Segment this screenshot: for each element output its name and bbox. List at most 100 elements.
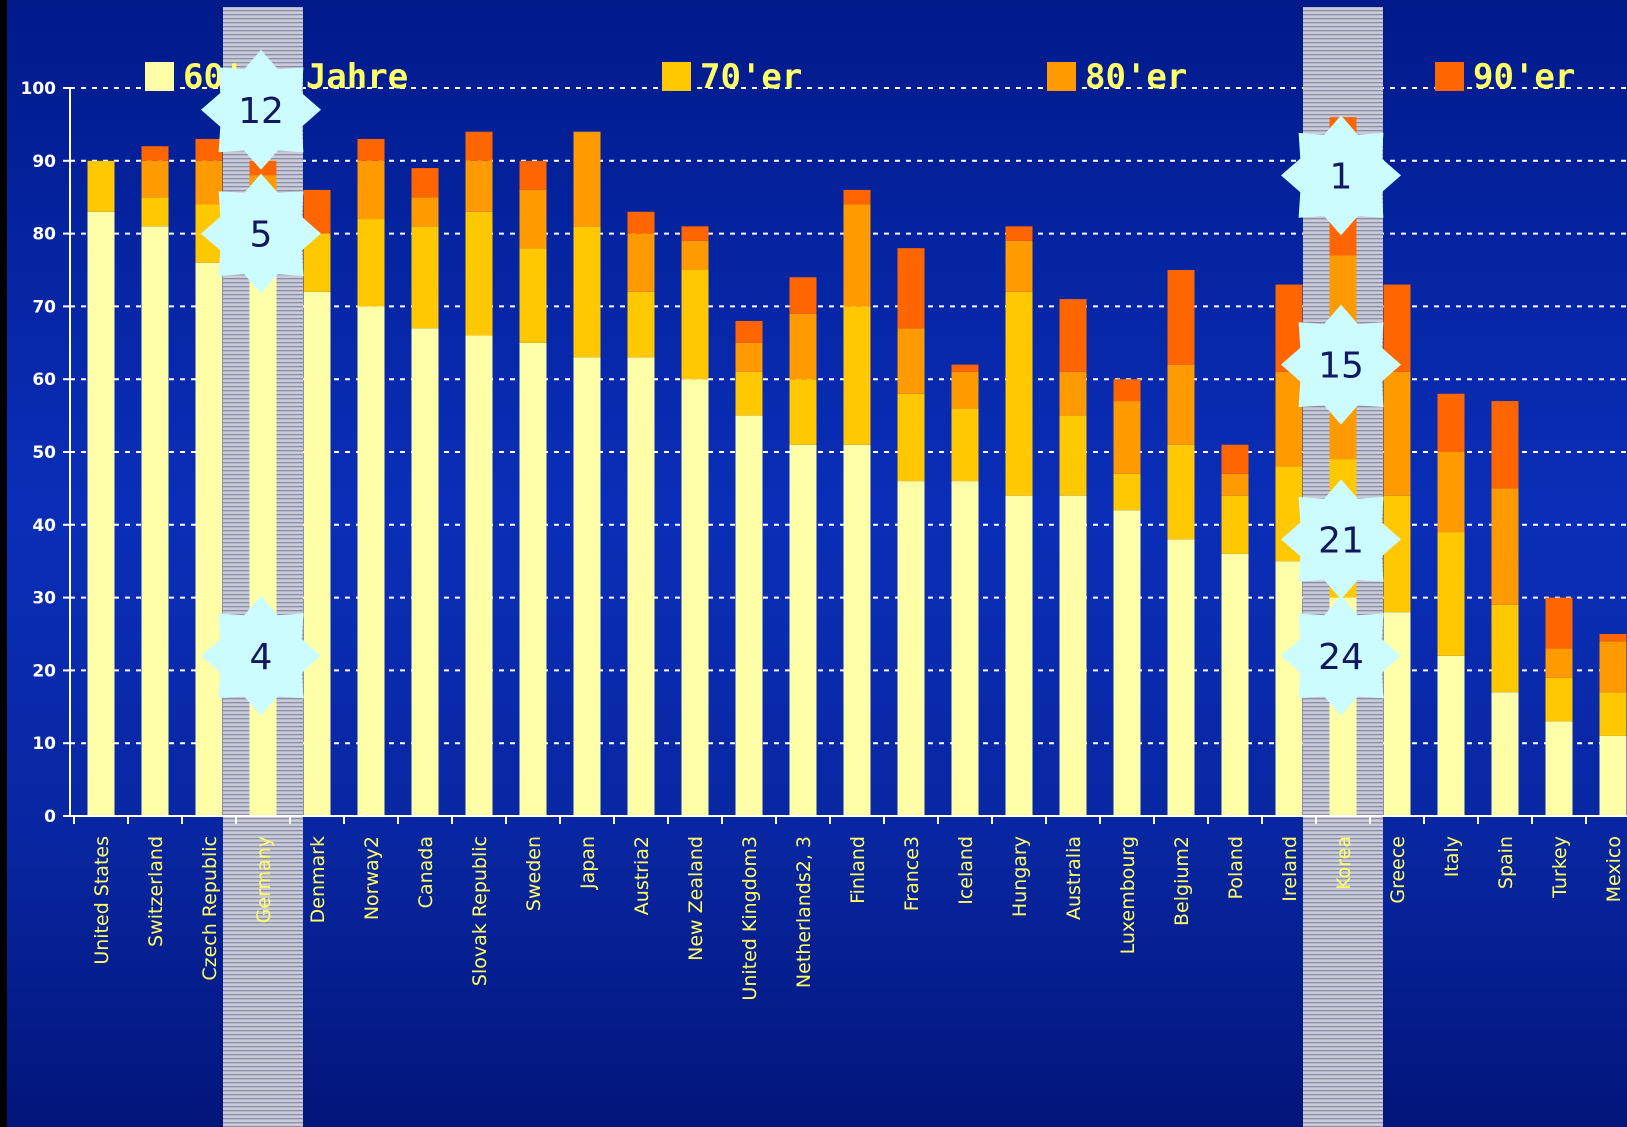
rank-badge-star: [1281, 304, 1401, 425]
x-tick-label-hungary: Hungary: [1009, 836, 1031, 917]
bar-3-united-kingdom3: [735, 342, 763, 372]
x-tick-label-switzerland: Switzerland: [145, 836, 167, 947]
bar-3-czech-republic: [195, 160, 223, 205]
bar-2-new-zealand: [681, 270, 709, 380]
bar-1-belgium2: [1167, 539, 1195, 816]
bar-3-greece: [1383, 371, 1411, 496]
bar-4-belgium2: [1167, 270, 1195, 365]
rank-badge-15: 15: [1281, 304, 1401, 425]
x-tick-label-spain: Spain: [1495, 836, 1517, 889]
bar-3-turkey: [1545, 648, 1573, 678]
bar-2-netherlands2-3: [789, 379, 817, 445]
y-tick-label-40: 40: [32, 516, 56, 536]
bar-3-sweden: [519, 189, 547, 249]
bar-1-iceland: [951, 481, 979, 816]
rank-badge-label: 21: [1318, 520, 1364, 561]
bar-4-united-kingdom3: [735, 320, 763, 343]
bar-4-new-zealand: [681, 226, 709, 241]
rank-badge-5: 5: [201, 173, 321, 294]
x-tick-label-norway2: Norway2: [361, 836, 383, 920]
bar-3-hungary: [1005, 240, 1033, 292]
rank-badge-star: [201, 173, 321, 294]
rank-badge-star: [201, 49, 321, 170]
rank-badge-24: 24: [1281, 595, 1401, 716]
bar-1-italy: [1437, 655, 1465, 816]
bar-1-united-states: [87, 211, 115, 816]
bar-2-italy: [1437, 532, 1465, 656]
bar-1-luxembourg: [1113, 510, 1141, 816]
rank-badge-label: 1: [1330, 156, 1353, 197]
bar-1-norway2: [357, 306, 385, 816]
x-tick-labels: United States Switzerland Czech Republic Ge…: [91, 836, 1625, 1001]
bar-4-netherlands2-3: [789, 277, 817, 314]
rank-badge-4: 4: [201, 595, 321, 716]
bar-2-canada: [411, 226, 439, 329]
rank-badge-label: 12: [238, 91, 284, 132]
x-tick-label-ireland: Ireland: [1279, 836, 1301, 902]
y-tick-label-0: 0: [44, 807, 56, 827]
bar-4-canada: [411, 168, 439, 198]
rank-badge-label: 24: [1318, 637, 1364, 678]
bar-3-canada: [411, 197, 439, 227]
bar-2-australia: [1059, 415, 1087, 496]
bar-1-switzerland: [141, 226, 169, 816]
bar-1-greece: [1383, 612, 1411, 816]
bar-3-france3: [897, 328, 925, 394]
x-tick-label-france3: France3: [901, 836, 923, 911]
y-tick-labels: 0 10 20 30 40 50 60 70 80 90 100: [21, 79, 57, 827]
bar-3-switzerland: [141, 160, 169, 198]
x-tick-label-japan: Japan: [577, 836, 599, 890]
bar-2-japan: [573, 226, 601, 358]
bar-1-france3: [897, 481, 925, 816]
x-tick-label-austria2: Austria2: [631, 836, 653, 915]
bar-4-luxembourg: [1113, 379, 1141, 402]
x-tick-label-poland: Poland: [1225, 836, 1247, 899]
bar-3-new-zealand: [681, 240, 709, 270]
x-tick-label-sweden: Sweden: [523, 836, 545, 911]
bar-4-austria2: [627, 211, 655, 234]
y-tick-label-20: 20: [32, 661, 56, 681]
y-tick-label-70: 70: [32, 297, 56, 317]
rank-badge-21: 21: [1281, 479, 1401, 600]
x-tick-label-turkey: Turkey: [1549, 836, 1571, 899]
bar-3-slovak-republic: [465, 160, 493, 212]
bar-4-france3: [897, 248, 925, 329]
y-tick-label-100: 100: [21, 79, 57, 99]
y-tick-label-80: 80: [32, 225, 56, 245]
legend-label-4: 90'er: [1473, 57, 1575, 97]
bar-3-japan: [573, 131, 601, 227]
bar-2-france3: [897, 393, 925, 482]
bar-4-switzerland: [141, 146, 169, 161]
bar-1-united-kingdom3: [735, 415, 763, 816]
bar-1-finland: [843, 444, 871, 816]
bar-3-ireland: [1275, 371, 1303, 467]
bar-1-spain: [1491, 692, 1519, 816]
rank-badge-label: 4: [250, 637, 273, 678]
rank-badges: 12 5 4 1 15 21 24: [201, 49, 1401, 716]
bar-2-mexico: [1599, 692, 1627, 736]
y-tick-label-50: 50: [32, 443, 56, 463]
bars: [87, 117, 1627, 817]
bar-2-austria2: [627, 291, 655, 358]
bar-3-norway2: [357, 160, 385, 220]
bar-4-poland: [1221, 444, 1249, 474]
bar-1-slovak-republic: [465, 335, 493, 816]
rank-badge-label: 5: [250, 215, 273, 256]
x-tick-label-germany: Germany: [253, 836, 275, 923]
bar-2-iceland: [951, 408, 979, 482]
bar-2-united-states: [87, 160, 115, 212]
y-tick-label-10: 10: [32, 734, 56, 754]
x-tick-label-iceland: Iceland: [955, 836, 977, 905]
bar-2-switzerland: [141, 197, 169, 227]
bar-1-austria2: [627, 357, 655, 816]
bar-1-czech-republic: [195, 262, 223, 817]
x-tick-label-denmark: Denmark: [307, 836, 329, 923]
x-tick-label-united-states: United States: [91, 836, 113, 965]
bar-4-norway2: [357, 138, 385, 161]
bar-2-united-kingdom3: [735, 371, 763, 416]
bar-4-turkey: [1545, 597, 1573, 649]
bar-2-belgium2: [1167, 444, 1195, 540]
bar-2-poland: [1221, 495, 1249, 554]
rank-badge-star: [201, 595, 321, 716]
bar-3-italy: [1437, 452, 1465, 533]
